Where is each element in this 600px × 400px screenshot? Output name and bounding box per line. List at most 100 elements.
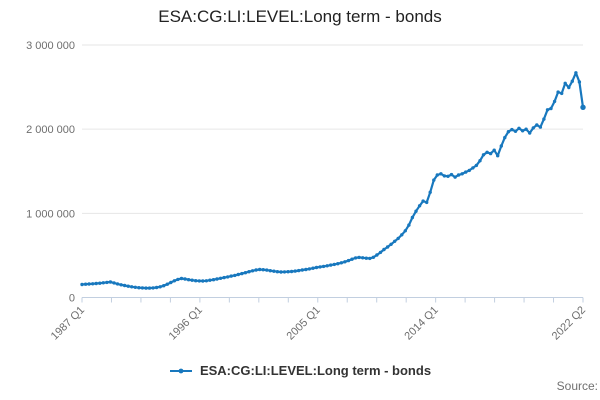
data-point[interactable] xyxy=(154,285,159,290)
data-point[interactable] xyxy=(503,135,507,140)
data-point[interactable] xyxy=(545,108,550,112)
data-point[interactable] xyxy=(481,153,486,157)
data-point[interactable] xyxy=(140,286,145,290)
data-point[interactable] xyxy=(236,272,240,277)
data-point[interactable] xyxy=(307,267,312,271)
data-point[interactable] xyxy=(250,269,255,273)
data-point[interactable] xyxy=(435,173,439,177)
data-point[interactable] xyxy=(186,278,191,282)
data-point[interactable] xyxy=(446,174,450,178)
data-point[interactable] xyxy=(211,278,216,282)
data-point[interactable] xyxy=(332,262,336,267)
data-point[interactable] xyxy=(304,267,308,272)
data-point[interactable] xyxy=(403,229,407,233)
data-point[interactable] xyxy=(229,274,233,278)
data-point[interactable] xyxy=(265,268,269,272)
data-point[interactable] xyxy=(254,268,258,272)
data-point[interactable] xyxy=(83,282,88,286)
data-point[interactable] xyxy=(460,172,464,176)
data-point[interactable] xyxy=(321,264,326,269)
data-point[interactable] xyxy=(474,163,479,168)
data-point[interactable] xyxy=(432,178,436,182)
data-point[interactable] xyxy=(538,125,543,129)
data-point[interactable] xyxy=(80,282,84,287)
data-point[interactable] xyxy=(488,151,493,156)
data-point[interactable] xyxy=(289,269,294,274)
data-point[interactable] xyxy=(467,168,471,173)
data-point[interactable] xyxy=(517,126,521,130)
data-point[interactable] xyxy=(417,204,422,208)
data-point[interactable] xyxy=(425,200,429,205)
data-point[interactable] xyxy=(574,71,578,75)
data-point[interactable] xyxy=(506,130,511,134)
data-point[interactable] xyxy=(496,154,500,158)
data-point[interactable] xyxy=(94,281,98,286)
series-line[interactable] xyxy=(80,71,585,290)
data-point[interactable] xyxy=(361,256,365,260)
data-point[interactable] xyxy=(243,271,248,275)
data-point[interactable] xyxy=(410,215,415,220)
data-point[interactable] xyxy=(172,279,177,283)
legend-item[interactable]: ESA:CG:LI:LEVEL:Long term - bonds xyxy=(0,363,600,378)
data-point[interactable] xyxy=(364,256,368,260)
data-point[interactable] xyxy=(560,91,564,96)
data-point[interactable] xyxy=(179,276,184,281)
data-point[interactable] xyxy=(158,285,162,289)
data-point[interactable] xyxy=(240,271,244,276)
data-point[interactable] xyxy=(137,286,141,290)
data-point[interactable] xyxy=(552,99,557,104)
data-point[interactable] xyxy=(357,255,361,260)
data-point[interactable] xyxy=(215,277,219,281)
data-point[interactable] xyxy=(414,209,418,213)
data-point[interactable] xyxy=(336,262,340,266)
data-point[interactable] xyxy=(176,277,180,282)
data-point[interactable] xyxy=(563,81,567,86)
data-point[interactable] xyxy=(122,283,127,288)
data-point[interactable] xyxy=(329,263,333,267)
data-point[interactable] xyxy=(208,278,212,282)
data-point[interactable] xyxy=(279,270,283,274)
data-point[interactable] xyxy=(87,282,91,286)
data-point[interactable] xyxy=(378,250,383,255)
data-point[interactable] xyxy=(282,270,287,274)
data-point[interactable] xyxy=(396,236,400,241)
data-point[interactable] xyxy=(119,283,123,287)
data-point[interactable] xyxy=(549,106,553,111)
data-point[interactable] xyxy=(233,273,237,278)
data-point[interactable] xyxy=(147,286,152,290)
data-point[interactable] xyxy=(428,190,432,194)
data-point[interactable] xyxy=(300,268,304,272)
data-point[interactable] xyxy=(197,279,201,283)
data-point[interactable] xyxy=(368,256,372,261)
data-point[interactable] xyxy=(293,269,297,273)
data-point[interactable] xyxy=(442,174,447,178)
data-point[interactable] xyxy=(201,279,205,283)
data-point[interactable] xyxy=(464,170,468,174)
data-point[interactable] xyxy=(371,255,376,259)
data-point[interactable] xyxy=(499,144,503,148)
data-point[interactable] xyxy=(218,276,223,280)
data-point[interactable] xyxy=(91,282,95,286)
data-point[interactable] xyxy=(194,279,198,283)
data-point[interactable] xyxy=(204,279,209,283)
data-point[interactable] xyxy=(108,280,113,284)
data-point[interactable] xyxy=(162,284,166,288)
data-point[interactable] xyxy=(350,257,354,261)
data-point[interactable] xyxy=(318,265,322,269)
data-point[interactable] xyxy=(542,117,546,121)
data-point[interactable] xyxy=(492,148,496,152)
data-point[interactable] xyxy=(268,269,272,273)
data-point[interactable] xyxy=(275,270,280,274)
data-point[interactable] xyxy=(314,265,319,270)
data-point[interactable] xyxy=(151,286,155,290)
data-point[interactable] xyxy=(272,269,276,273)
data-point[interactable] xyxy=(112,281,116,285)
data-point[interactable] xyxy=(453,175,457,179)
data-point[interactable] xyxy=(165,282,169,286)
data-point[interactable] xyxy=(226,275,230,279)
data-point[interactable] xyxy=(144,286,148,290)
data-point[interactable] xyxy=(400,233,404,237)
data-point[interactable] xyxy=(297,268,301,273)
data-point[interactable] xyxy=(311,266,315,270)
data-point[interactable] xyxy=(261,268,265,272)
